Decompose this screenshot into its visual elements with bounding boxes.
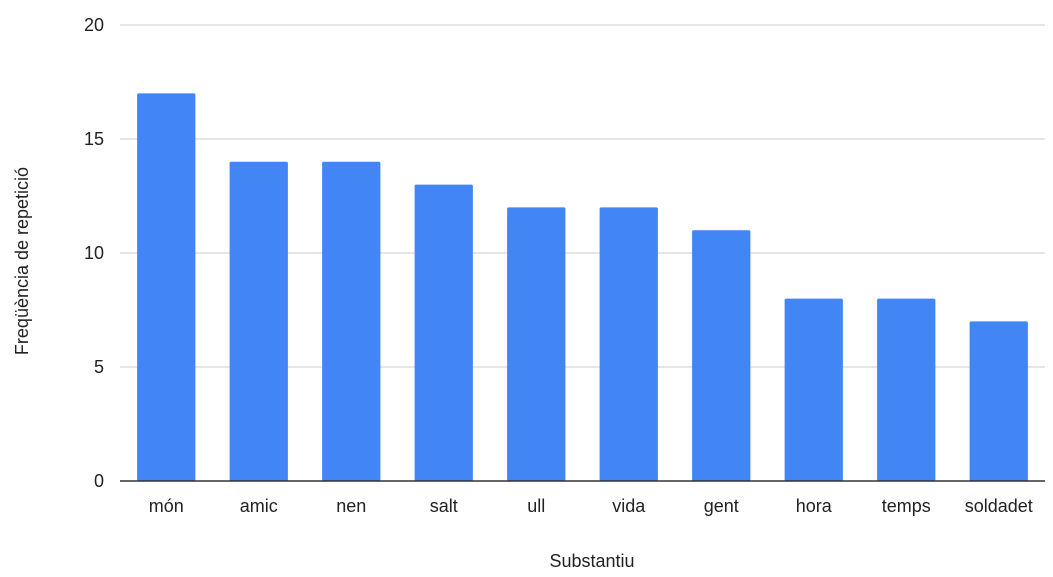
- bar-temps: [877, 298, 936, 481]
- y-tick-label: 5: [94, 357, 104, 377]
- bar-salt: [414, 184, 473, 481]
- bar-nen: [322, 161, 381, 482]
- x-tick-label: amic: [240, 496, 278, 516]
- x-tick-label: vida: [612, 496, 646, 516]
- y-axis-title: Freqüència de repetició: [12, 167, 32, 355]
- x-tick-label: hora: [796, 496, 833, 516]
- bar-món: [137, 93, 196, 482]
- bar-vida: [599, 207, 658, 481]
- x-tick-labels: món amic nen salt ull vida gent hora temps soldad…: [149, 496, 1033, 516]
- bar-hora: [784, 298, 843, 481]
- x-tick-label: soldadet: [965, 496, 1033, 516]
- y-tick-labels: 0 5 10 15 20: [84, 15, 104, 491]
- bar-gent: [692, 230, 751, 481]
- y-tick-label: 15: [84, 129, 104, 149]
- bars: [137, 93, 1028, 482]
- x-tick-label: salt: [430, 496, 458, 516]
- x-axis-title: Substantiu: [549, 551, 634, 571]
- bar-soldadet: [969, 321, 1028, 481]
- y-tick-label: 10: [84, 243, 104, 263]
- x-tick-label: temps: [882, 496, 931, 516]
- bar-amic: [229, 161, 288, 482]
- y-tick-label: 0: [94, 471, 104, 491]
- x-tick-label: gent: [704, 496, 739, 516]
- x-tick-label: nen: [336, 496, 366, 516]
- x-tick-label: ull: [527, 496, 545, 516]
- bar-ull: [507, 207, 566, 481]
- x-tick-label: món: [149, 496, 184, 516]
- y-tick-label: 20: [84, 15, 104, 35]
